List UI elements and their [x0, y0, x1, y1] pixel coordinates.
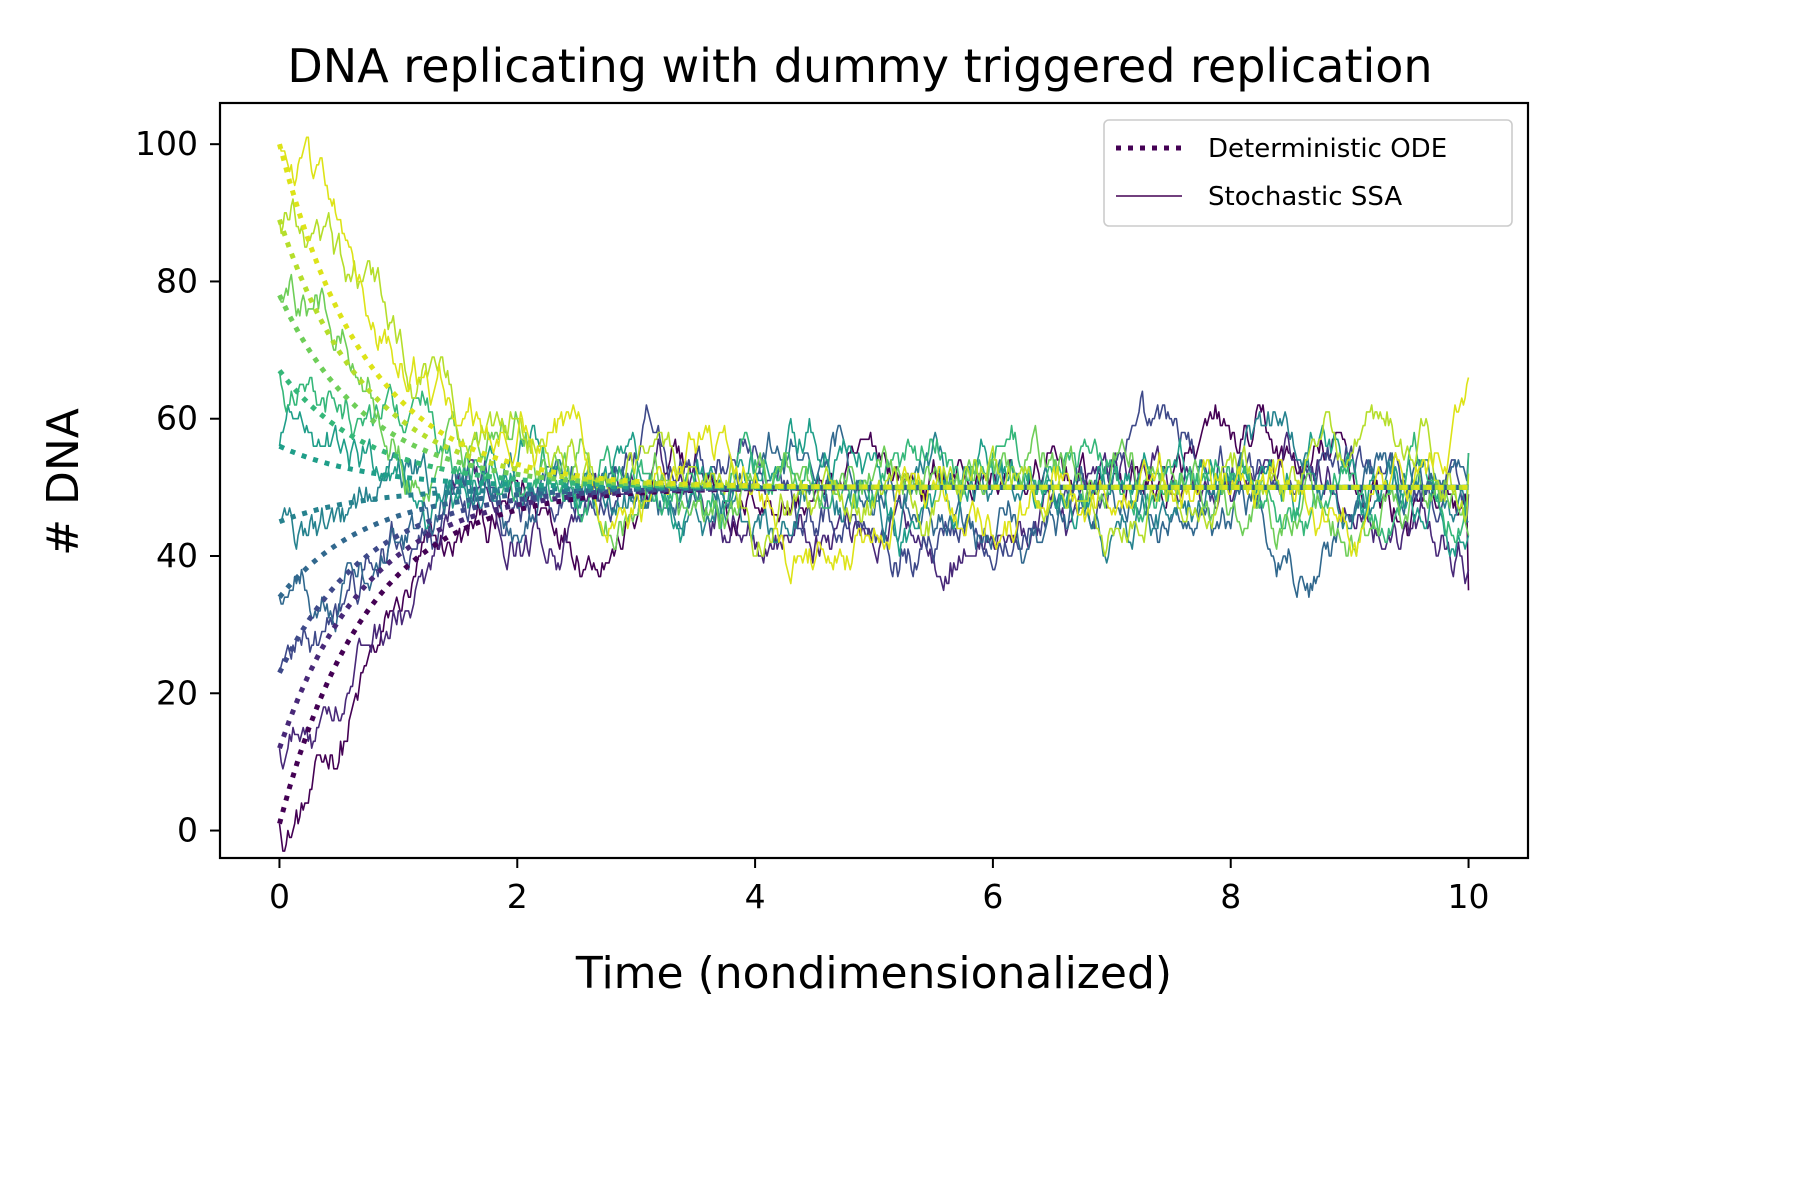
- y-tick-label: 80: [156, 261, 198, 300]
- ode-series-line: [277, 484, 1469, 825]
- ssa-series-line: [278, 370, 1470, 544]
- legend: Deterministic ODE Stochastic SSA: [1103, 119, 1513, 227]
- legend-label-stochastic: Stochastic SSA: [1208, 182, 1402, 212]
- ssa-series-line: [278, 198, 1470, 557]
- y-tick-label: 100: [135, 124, 198, 163]
- y-tick-label: 40: [156, 536, 198, 575]
- x-tick-label: 4: [745, 877, 766, 916]
- x-tick-label: 8: [1220, 877, 1241, 916]
- y-tick-label: 20: [156, 673, 198, 712]
- series-layer: [277, 136, 1470, 852]
- chart-figure: 0 2 4 6 8 10 0 20 40 60 80 100 DNA replicating with…: [38, 39, 1530, 999]
- y-tick-label: 0: [177, 811, 198, 850]
- y-axis-title: # DNA: [38, 408, 89, 556]
- ssa-series-line: [278, 136, 1470, 585]
- ssa-series-line: [278, 404, 1470, 557]
- x-tick-label: 2: [507, 877, 528, 916]
- legend-box: [1103, 119, 1513, 227]
- ode-series-line: [277, 143, 1469, 490]
- x-tick-label: 0: [269, 877, 290, 916]
- ssa-series-line: [278, 404, 1470, 852]
- plot-frame: [218, 101, 1530, 860]
- legend-label-deterministic: Deterministic ODE: [1208, 134, 1447, 164]
- x-tick-label: 6: [982, 877, 1003, 916]
- chart-title: DNA replicating with dummy triggered rep…: [287, 39, 1432, 93]
- x-axis-title: Time (nondimensionalized): [575, 948, 1172, 999]
- x-tick-label: 10: [1448, 877, 1490, 916]
- y-tick-label: 60: [156, 399, 198, 438]
